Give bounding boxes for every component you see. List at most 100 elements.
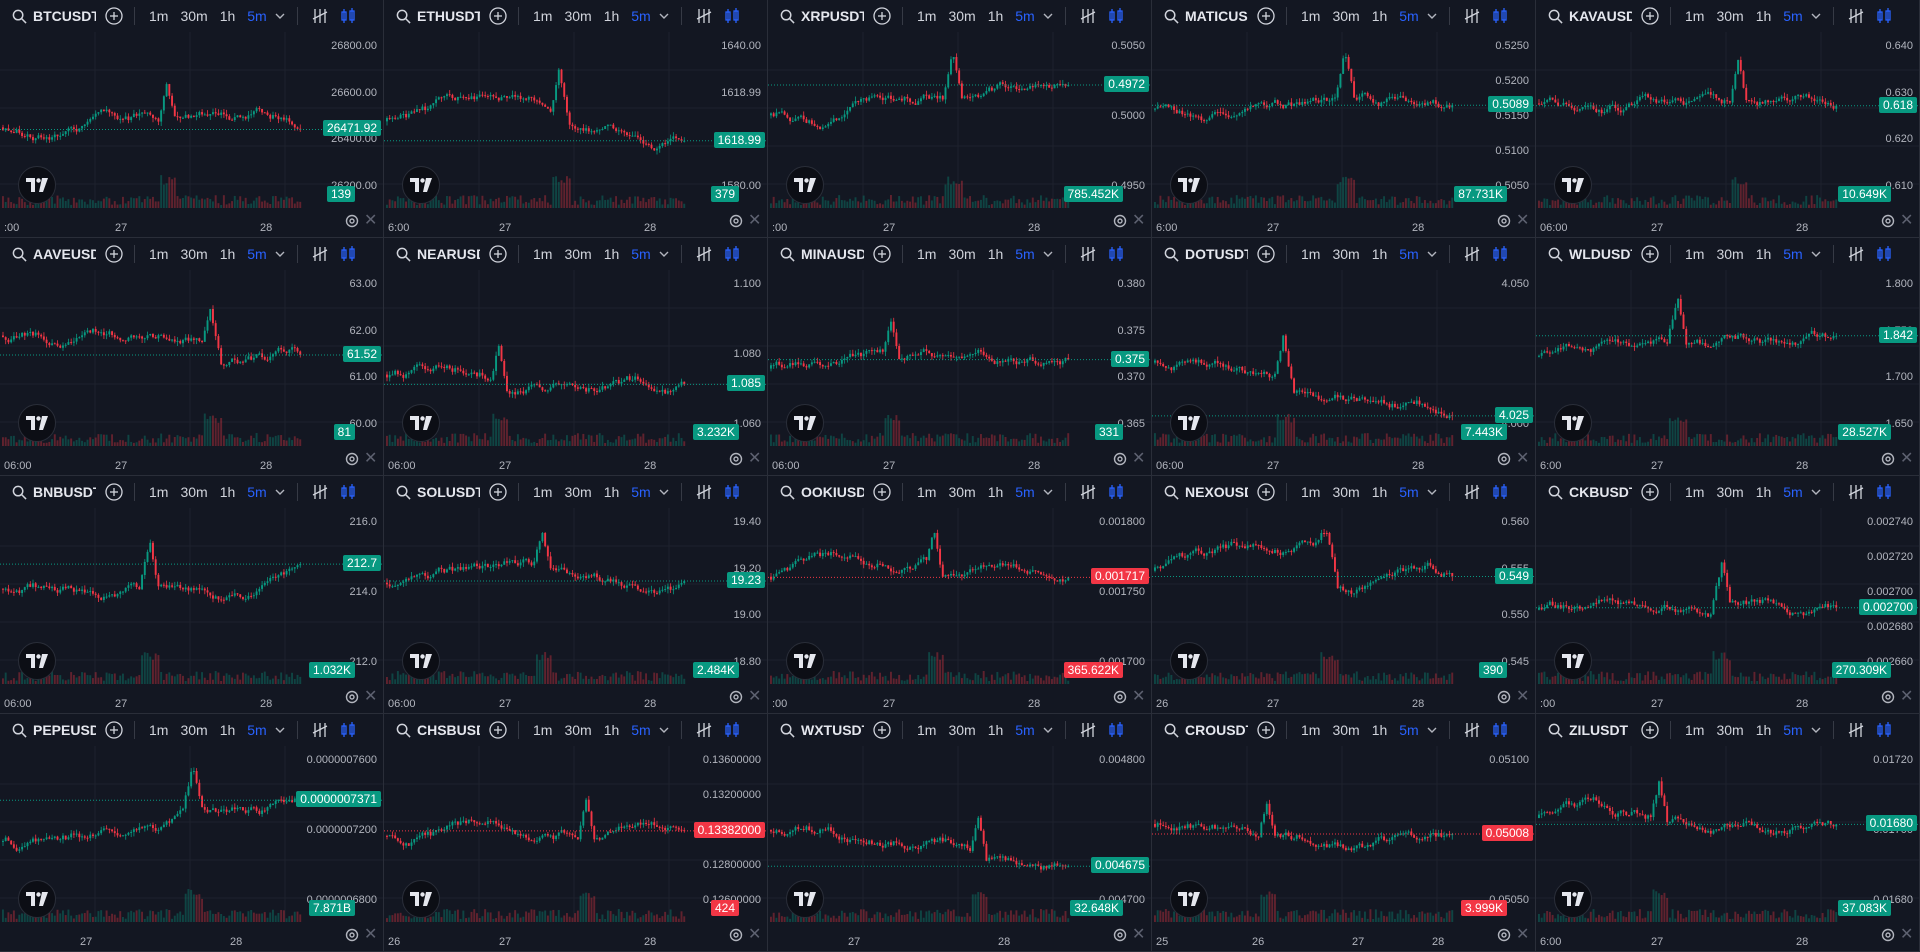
tradingview-logo[interactable] (786, 166, 824, 204)
close-icon[interactable]: ✕ (1132, 688, 1146, 705)
chart-pane[interactable]: XRPUSDT 1m 30m 1h 5m 0.5050 0.5000 0.4950 0.4972… (768, 0, 1152, 238)
price-chart[interactable]: 0.380 0.375 0.370 0.365 0.375 331 06:00 27 28 ✕ (768, 270, 1151, 475)
candles-icon[interactable] (1491, 483, 1509, 501)
tradingview-logo[interactable] (18, 166, 56, 204)
chevron-down-icon[interactable] (659, 249, 669, 259)
compare-add-button[interactable] (486, 242, 510, 266)
chevron-down-icon[interactable] (1811, 249, 1821, 259)
chart-pane[interactable]: NEARUSDT1m30m1h5m1.1001.0801.0601.0853.2… (384, 238, 768, 476)
symbol-search-button[interactable]: NEXOUSDT (1152, 484, 1248, 500)
chevron-down-icon[interactable] (275, 249, 285, 259)
candles-icon[interactable] (723, 245, 741, 263)
interval-button[interactable]: 1m (1301, 8, 1321, 24)
interval-button[interactable]: 1h (1371, 8, 1388, 24)
tradingview-logo[interactable] (18, 404, 56, 442)
interval-button[interactable]: 30m (1716, 8, 1744, 24)
settings-icon[interactable] (728, 213, 744, 234)
interval-button[interactable]: 1m (917, 246, 937, 262)
candles-icon[interactable] (723, 7, 741, 25)
tradingview-logo[interactable] (1170, 404, 1208, 442)
interval-button[interactable]: 1m (1301, 484, 1321, 500)
interval-button[interactable]: 30m (564, 246, 592, 262)
interval-button[interactable]: 5m (631, 484, 651, 500)
settings-icon[interactable] (1880, 213, 1896, 234)
indicators-icon[interactable] (311, 7, 329, 25)
candles-icon[interactable] (1875, 245, 1893, 263)
interval-button[interactable]: 5m (247, 484, 267, 500)
interval-button[interactable]: 5m (1399, 484, 1419, 500)
interval-button[interactable]: 5m (1015, 246, 1035, 262)
chevron-down-icon[interactable] (1043, 11, 1053, 21)
compare-add-button[interactable] (1254, 480, 1278, 504)
tradingview-logo[interactable] (1554, 404, 1592, 442)
interval-button[interactable]: 1h (603, 246, 620, 262)
chart-pane[interactable]: SOLUSDT 1m 30m 1h 5m 19.40 19.20 19.00 18.80 19.2… (384, 476, 768, 714)
chevron-down-icon[interactable] (275, 487, 285, 497)
settings-icon[interactable] (344, 689, 360, 710)
chart-pane[interactable]: KAVAUSDT1m30m1h5m0.6400.6300.6200.6100.6… (1536, 0, 1920, 238)
compare-add-button[interactable] (102, 480, 126, 504)
settings-icon[interactable] (1496, 451, 1512, 472)
interval-button[interactable]: 5m (631, 246, 651, 262)
settings-icon[interactable] (1112, 689, 1128, 710)
interval-button[interactable]: 30m (948, 484, 976, 500)
symbol-search-button[interactable]: MATICUSDT (1152, 8, 1248, 24)
interval-button[interactable]: 1h (603, 484, 620, 500)
interval-button[interactable]: 5m (1015, 484, 1035, 500)
interval-button[interactable]: 30m (564, 484, 592, 500)
interval-button[interactable]: 1m (917, 484, 937, 500)
chevron-down-icon[interactable] (275, 11, 285, 21)
symbol-search-button[interactable]: ETHUSDT (384, 8, 480, 24)
price-chart[interactable]: 0.5250 0.5200 0.5150 0.5100 0.5050 0.5089 87.7… (1152, 32, 1535, 237)
price-chart[interactable]: 1640.001618.991600.001580.001618.993796:… (384, 32, 767, 237)
tradingview-logo[interactable] (1170, 166, 1208, 204)
symbol-search-button[interactable]: OOKIUSDT (768, 484, 864, 500)
chevron-down-icon[interactable] (659, 487, 669, 497)
price-chart[interactable]: 19.40 19.20 19.00 18.80 19.23 2.484K 06:00 27 28… (384, 508, 767, 713)
close-icon[interactable]: ✕ (748, 212, 762, 229)
settings-icon[interactable] (728, 689, 744, 710)
chart-pane[interactable]: DOTUSDT 1m 30m 1h 5m 4.050 4.000 4.025 7.443K 06:… (1152, 238, 1536, 476)
indicators-icon[interactable] (1079, 245, 1097, 263)
close-icon[interactable]: ✕ (1516, 212, 1530, 229)
interval-button[interactable]: 1h (219, 8, 236, 24)
chart-pane[interactable]: MATICUSDT1m30m1h5m0.52500.52000.51500.51… (1152, 0, 1536, 238)
tradingview-logo[interactable] (786, 404, 824, 442)
interval-button[interactable]: 30m (948, 246, 976, 262)
chart-pane[interactable]: MINAUSDT1m30m1h5m0.3800.3750.3700.3650.3… (768, 238, 1152, 476)
indicators-icon[interactable] (1847, 245, 1865, 263)
interval-button[interactable]: 1h (603, 8, 620, 24)
tradingview-logo[interactable] (786, 642, 824, 680)
interval-button[interactable]: 30m (948, 8, 976, 24)
indicators-icon[interactable] (695, 7, 713, 25)
interval-button[interactable]: 1m (149, 8, 169, 24)
compare-add-button[interactable] (102, 4, 126, 28)
close-icon[interactable]: ✕ (364, 688, 378, 705)
interval-button[interactable]: 1m (1301, 246, 1321, 262)
interval-button[interactable]: 5m (1783, 8, 1803, 24)
compare-add-button[interactable] (102, 242, 126, 266)
interval-button[interactable]: 1h (987, 484, 1004, 500)
settings-icon[interactable] (344, 451, 360, 472)
interval-button[interactable]: 30m (1332, 246, 1360, 262)
close-icon[interactable]: ✕ (1516, 450, 1530, 467)
interval-button[interactable]: 1h (987, 8, 1004, 24)
interval-button[interactable]: 30m (180, 246, 208, 262)
candles-icon[interactable] (1875, 7, 1893, 25)
settings-icon[interactable] (1112, 451, 1128, 472)
symbol-search-button[interactable]: MINAUSDT (768, 246, 864, 262)
symbol-search-button[interactable]: SOLUSDT (384, 484, 480, 500)
indicators-icon[interactable] (1463, 483, 1481, 501)
close-icon[interactable]: ✕ (748, 450, 762, 467)
interval-button[interactable]: 1m (1685, 246, 1705, 262)
price-chart[interactable]: 26800.0026600.0026400.0026200.0026471.92… (0, 32, 383, 237)
settings-icon[interactable] (728, 451, 744, 472)
interval-button[interactable]: 5m (1399, 8, 1419, 24)
close-icon[interactable]: ✕ (1900, 450, 1914, 467)
interval-button[interactable]: 1m (533, 246, 553, 262)
candles-icon[interactable] (339, 245, 357, 263)
chevron-down-icon[interactable] (1043, 249, 1053, 259)
candles-icon[interactable] (339, 7, 357, 25)
candles-icon[interactable] (1107, 483, 1125, 501)
